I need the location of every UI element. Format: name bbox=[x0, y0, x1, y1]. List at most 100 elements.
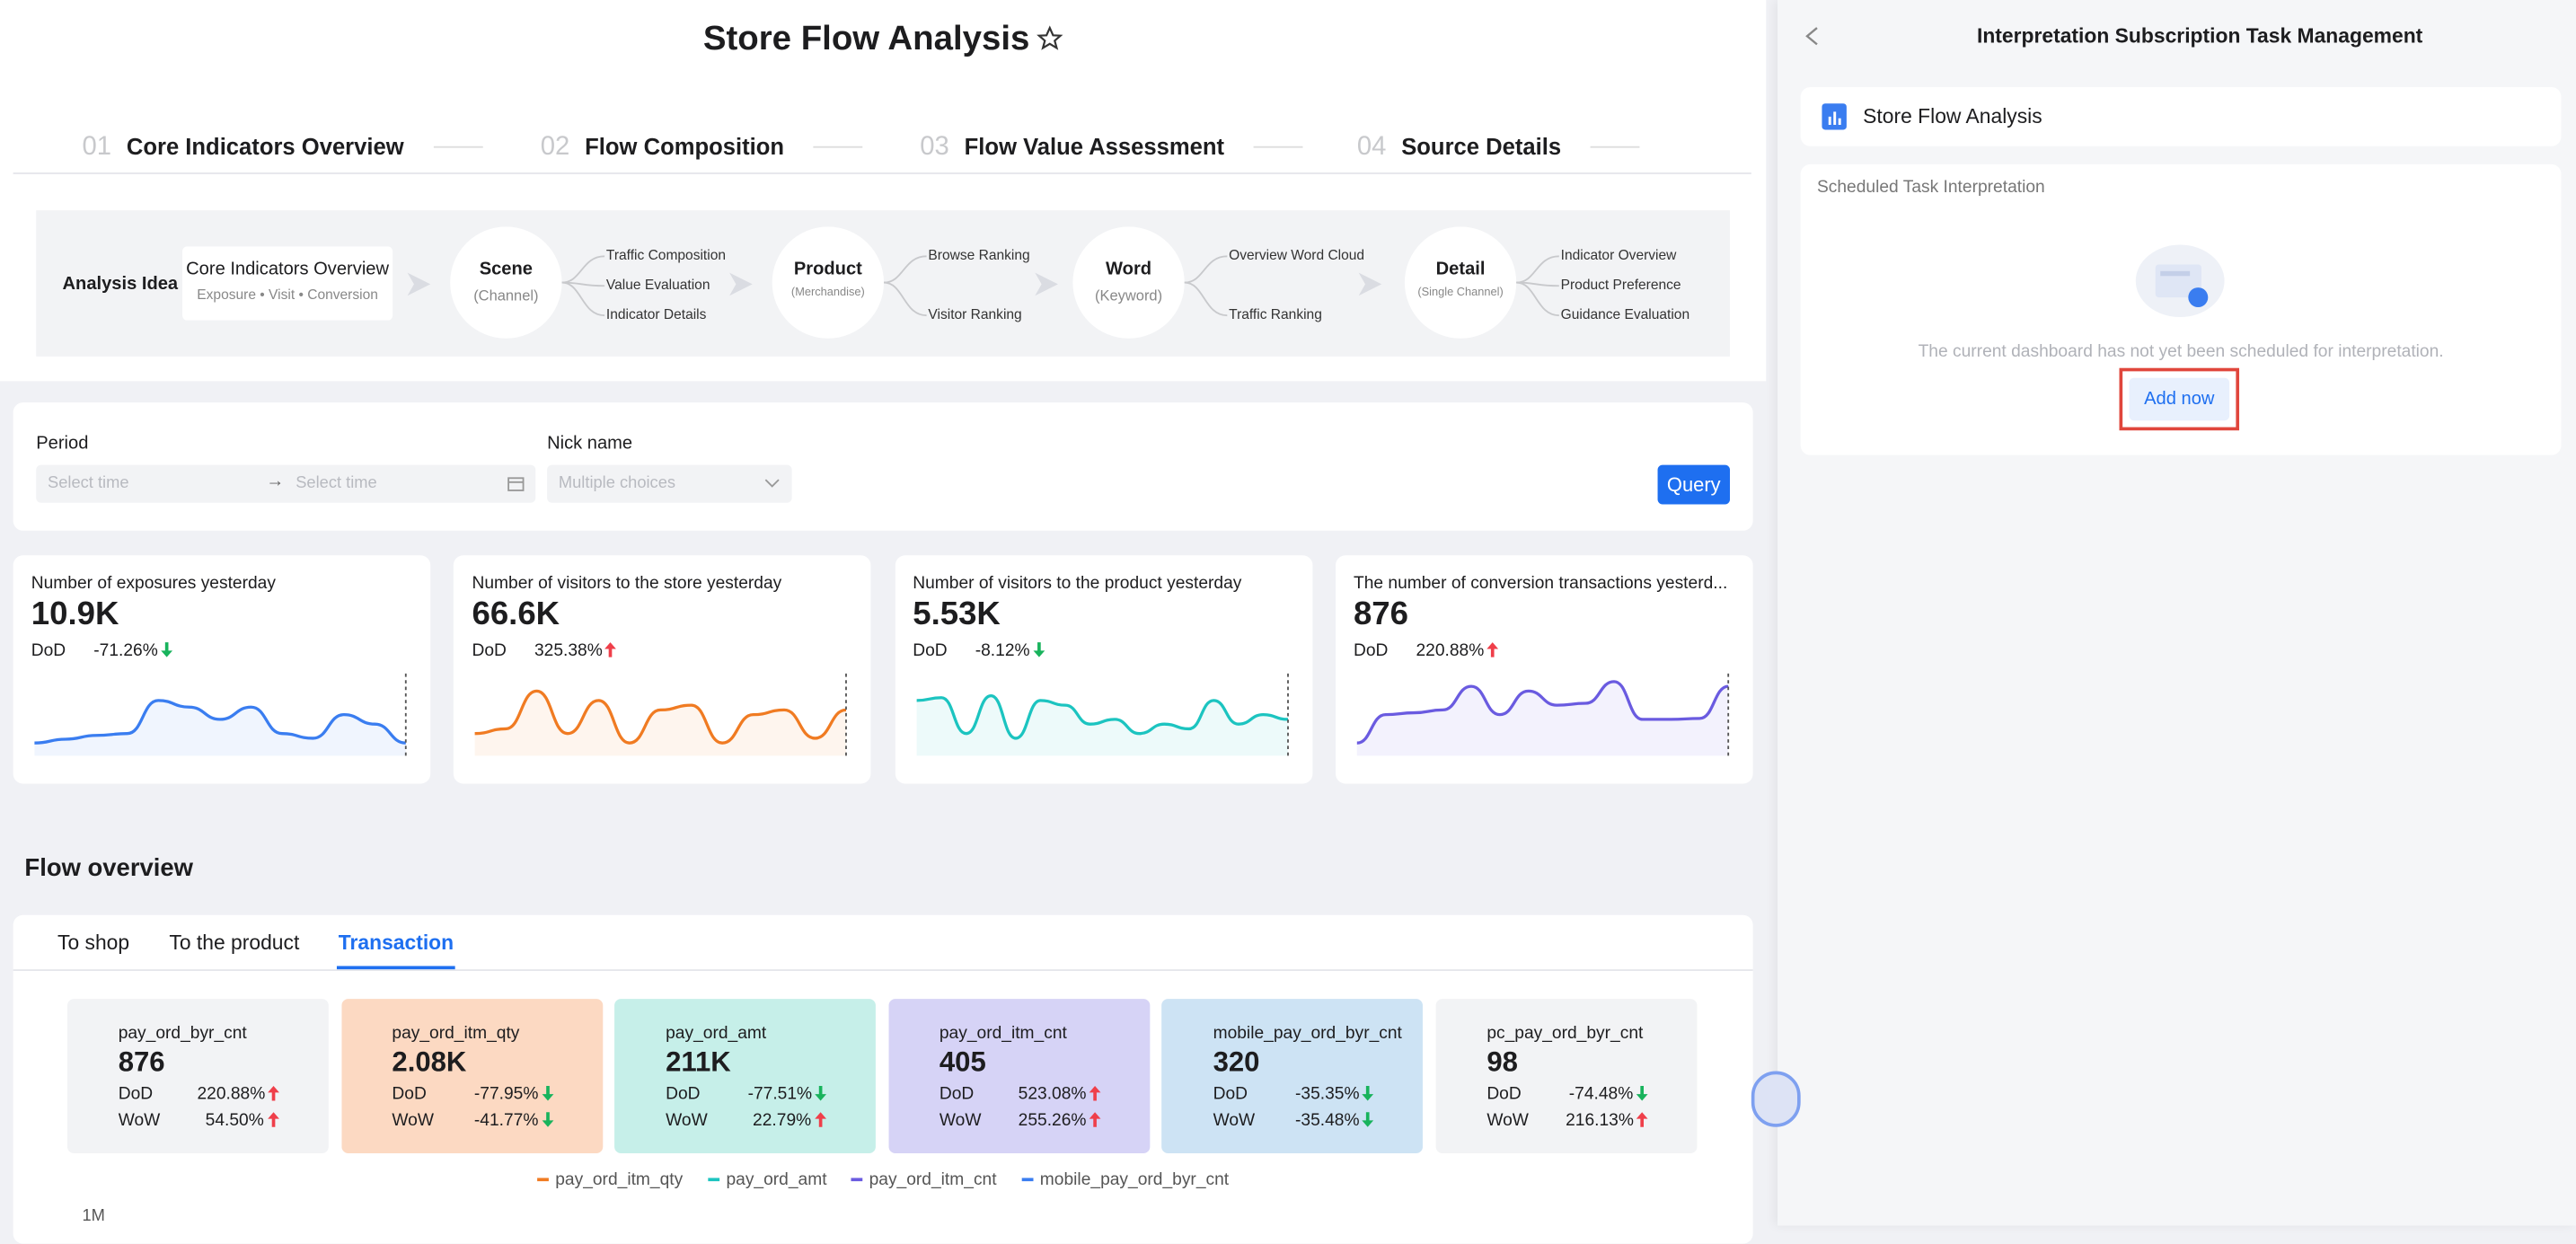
kpi-value: 5.53K bbox=[913, 596, 1001, 633]
metric-dod-label: DoD bbox=[392, 1084, 427, 1105]
arrow-shape bbox=[815, 1112, 827, 1127]
down-arrow bbox=[541, 1086, 553, 1101]
metric-dod: -77.95% bbox=[473, 1084, 539, 1105]
branch bbox=[561, 255, 605, 284]
metric-wow-label: WoW bbox=[1213, 1110, 1256, 1131]
kpi-dod: 220.88% bbox=[1416, 640, 1485, 661]
node-title: Detail bbox=[1435, 259, 1486, 279]
metric-value: 211K bbox=[666, 1046, 731, 1078]
up-arrow bbox=[1636, 1112, 1648, 1127]
tab[interactable]: Transaction bbox=[338, 931, 454, 955]
metric-wow: 216.13% bbox=[1566, 1110, 1634, 1131]
node-branches bbox=[883, 255, 927, 317]
metric-card bbox=[888, 999, 1150, 1154]
node-item: Product Preference bbox=[1560, 276, 1681, 293]
kpi-card bbox=[454, 555, 871, 784]
metric-name: mobile_pay_ord_byr_cnt bbox=[1213, 1023, 1402, 1044]
nick-label: Nick name bbox=[547, 433, 633, 454]
calendar-icon bbox=[507, 477, 525, 491]
legend-swatch bbox=[708, 1178, 720, 1182]
arrow-shape bbox=[161, 642, 173, 657]
query-button[interactable]: Query bbox=[1657, 464, 1731, 505]
node-sub: (Single Channel) bbox=[1417, 287, 1504, 299]
back-icon[interactable] bbox=[1805, 26, 1819, 46]
arrow-shape bbox=[1486, 642, 1498, 657]
overview-sub: Exposure • Visit • Conversion bbox=[197, 286, 378, 303]
node-circle bbox=[772, 226, 885, 339]
down-arrow bbox=[1032, 642, 1045, 657]
arrow-shape bbox=[1089, 1086, 1101, 1101]
kpi-card bbox=[895, 555, 1312, 784]
branch bbox=[883, 255, 927, 284]
legend-swatch bbox=[537, 1178, 549, 1182]
legend-swatch bbox=[851, 1178, 863, 1182]
node-item: Traffic Composition bbox=[605, 246, 726, 263]
star-icon[interactable] bbox=[1037, 25, 1063, 50]
flow-arrow-shape bbox=[729, 272, 753, 296]
kpi-value: 66.6K bbox=[472, 596, 560, 633]
assistant-avatar[interactable] bbox=[1751, 1071, 1801, 1127]
step-line bbox=[1253, 146, 1303, 148]
arrow-shape bbox=[541, 1112, 553, 1127]
node-item: Guidance Evaluation bbox=[1560, 305, 1690, 322]
step-number: 02 bbox=[540, 133, 570, 162]
step-line bbox=[1590, 146, 1640, 148]
sparkline-area bbox=[1356, 681, 1728, 756]
node-branches bbox=[561, 255, 605, 317]
arrow-shape bbox=[1636, 1112, 1648, 1127]
step-line bbox=[813, 146, 863, 148]
dashboard-card: Store Flow Analysis bbox=[1800, 86, 2562, 146]
overview-box: Core Indicators Overview Exposure • Visi… bbox=[182, 246, 393, 321]
sparkline-line bbox=[1356, 680, 1729, 745]
node-item: Traffic Ranking bbox=[1229, 305, 1322, 322]
metric-wow: 54.50% bbox=[205, 1110, 264, 1131]
add-now-button[interactable]: Add now bbox=[2129, 377, 2230, 421]
sparkline-area bbox=[475, 691, 847, 756]
nick-placeholder: Multiple choices bbox=[558, 474, 676, 493]
sparkline-line bbox=[475, 689, 847, 745]
metric-card bbox=[66, 999, 329, 1154]
sparkline bbox=[1356, 673, 1729, 756]
node-item: Visitor Ranking bbox=[928, 305, 1022, 322]
up-arrow bbox=[268, 1086, 279, 1101]
period-input[interactable]: Select time → Select time bbox=[36, 464, 536, 503]
arrow-shape bbox=[815, 1086, 827, 1101]
tab[interactable]: To shop bbox=[57, 931, 130, 955]
sparkline bbox=[915, 673, 1289, 756]
arrow-shape bbox=[268, 1112, 279, 1127]
arrow: → bbox=[266, 471, 285, 491]
metric-value: 2.08K bbox=[392, 1046, 467, 1078]
metric-dod-label: DoD bbox=[939, 1084, 975, 1105]
legend-label: pay_ord_amt bbox=[726, 1169, 827, 1190]
metric-card bbox=[1161, 999, 1424, 1154]
down-arrow bbox=[161, 642, 173, 657]
metric-wow: -41.77% bbox=[473, 1110, 539, 1131]
metric-dod-label: DoD bbox=[666, 1084, 701, 1105]
metric-value: 98 bbox=[1486, 1046, 1518, 1078]
arrow-shape bbox=[1363, 1112, 1374, 1127]
up-arrow bbox=[1089, 1112, 1101, 1127]
node-title: Scene bbox=[479, 259, 533, 279]
start-placeholder: Select time bbox=[48, 474, 129, 493]
divider bbox=[13, 172, 1751, 174]
kpi-dod-label: DoD bbox=[31, 640, 66, 661]
up-arrow bbox=[604, 642, 617, 657]
metric-card bbox=[340, 999, 603, 1154]
sparkline bbox=[34, 673, 407, 756]
metric-value: 320 bbox=[1213, 1046, 1260, 1078]
tab[interactable]: To the product bbox=[169, 931, 300, 955]
metric-dod-label: DoD bbox=[1213, 1084, 1248, 1105]
step-line bbox=[433, 146, 483, 148]
branch bbox=[883, 281, 927, 317]
flow-arrow-shape bbox=[1035, 272, 1058, 296]
nick-select[interactable]: Multiple choices bbox=[547, 464, 792, 503]
metric-dod: 220.88% bbox=[197, 1084, 266, 1105]
arrow-shape bbox=[1089, 1112, 1101, 1127]
up-arrow bbox=[1089, 1086, 1101, 1101]
down-arrow bbox=[1363, 1112, 1374, 1127]
step-label: Source Details bbox=[1401, 133, 1562, 160]
branch bbox=[1516, 281, 1559, 317]
flow-title: Flow overview bbox=[24, 854, 194, 883]
analysis-label: Analysis Idea bbox=[62, 274, 179, 295]
up-arrow bbox=[815, 1112, 827, 1127]
